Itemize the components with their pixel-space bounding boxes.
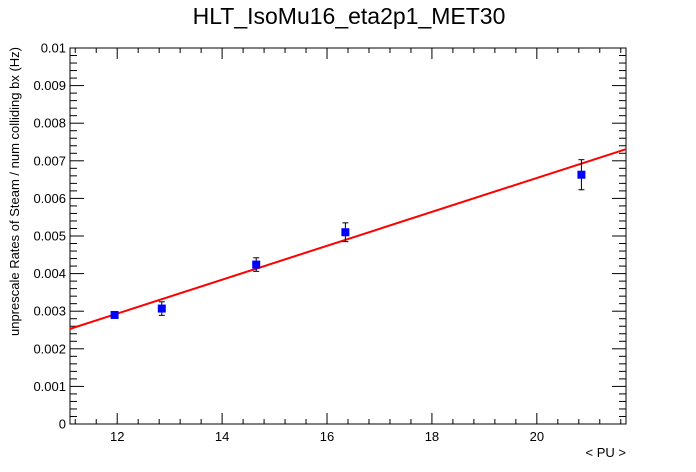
data-marker bbox=[157, 304, 166, 313]
y-tick-label: 0.006 bbox=[33, 191, 66, 206]
y-axis: 0 0.001 0.002 0.003 0.004 0.005 0.006 0.007 0.00… bbox=[33, 41, 626, 432]
y-tick-label: 0.007 bbox=[33, 153, 66, 168]
fit-line-group bbox=[69, 148, 627, 330]
x-tick-label: 14 bbox=[215, 429, 229, 444]
x-axis: 12 14 16 18 20 bbox=[74, 48, 622, 444]
data-marker bbox=[252, 260, 261, 269]
data-point bbox=[110, 310, 119, 319]
chart-title: HLT_IsoMu16_eta2p1_MET30 bbox=[193, 3, 506, 29]
data-points bbox=[110, 159, 586, 319]
x-tick-label: 18 bbox=[425, 429, 439, 444]
x-tick-label: 16 bbox=[320, 429, 334, 444]
x-tick-label: 12 bbox=[110, 429, 124, 444]
data-marker bbox=[341, 228, 350, 237]
x-axis-label: < PU > bbox=[586, 445, 626, 460]
y-tick-label: 0.005 bbox=[33, 229, 66, 244]
y-tick-label: 0.009 bbox=[33, 78, 66, 93]
x-tick-label: 20 bbox=[530, 429, 544, 444]
y-tick-label: 0.003 bbox=[33, 304, 66, 319]
data-marker bbox=[110, 310, 119, 319]
y-tick-label: 0.008 bbox=[33, 116, 66, 131]
y-tick-label: 0 bbox=[59, 417, 66, 432]
y-axis-label: unprescale Rates of Steam / num collidin… bbox=[7, 47, 22, 336]
data-point bbox=[341, 222, 350, 243]
data-point bbox=[157, 301, 166, 316]
y-tick-label: 0.002 bbox=[33, 341, 66, 356]
data-marker bbox=[577, 170, 586, 179]
y-tick-label: 0.004 bbox=[33, 266, 66, 281]
fit-line bbox=[69, 148, 627, 330]
y-tick-label: 0.01 bbox=[41, 41, 66, 56]
data-point bbox=[577, 159, 586, 191]
data-point bbox=[252, 257, 261, 272]
y-tick-label: 0.001 bbox=[33, 379, 66, 394]
